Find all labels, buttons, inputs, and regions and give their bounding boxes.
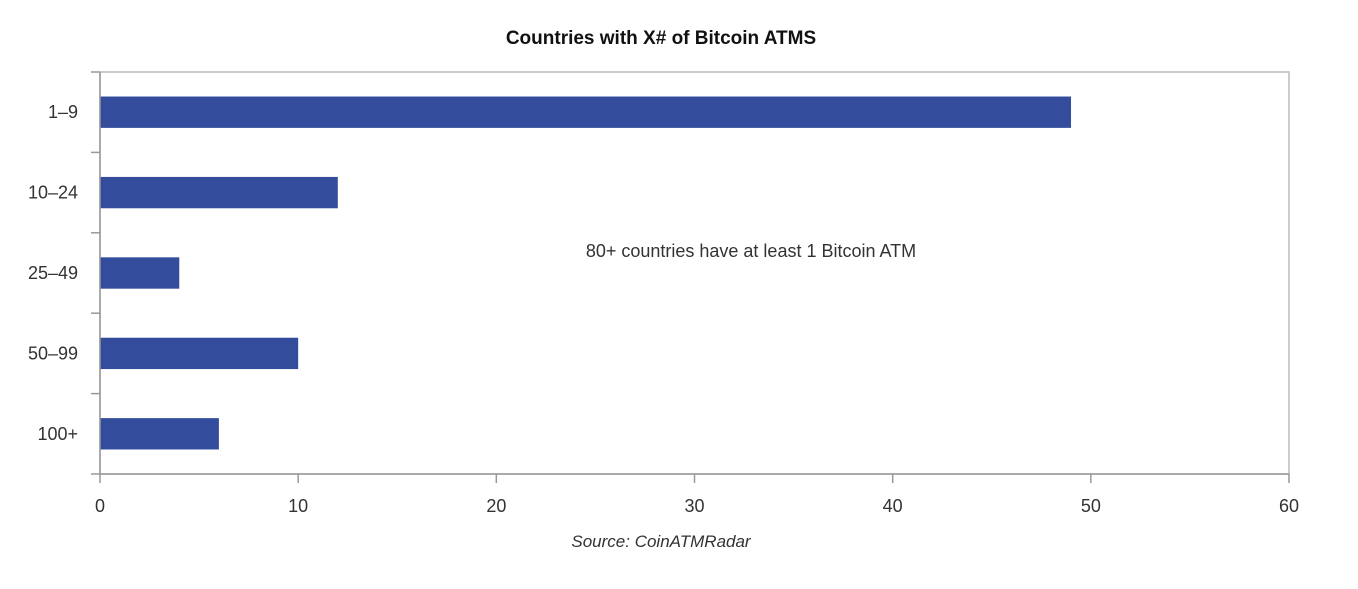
y-tick-label: 1–9: [48, 102, 78, 122]
y-tick-label: 100+: [37, 424, 78, 444]
y-tick-label: 10–24: [28, 183, 78, 203]
x-tick-label: 50: [1081, 496, 1101, 516]
bar-100-: [100, 418, 219, 450]
x-tick-label: 10: [288, 496, 308, 516]
y-axis: 1–9 10–24 25–49 50–99 100+: [28, 71, 101, 475]
source-note: Source: CoinATMRadar: [571, 532, 752, 551]
x-tick-label: 60: [1279, 496, 1299, 516]
x-tick-label: 0: [95, 496, 105, 516]
chart-annotation: 80+ countries have at least 1 Bitcoin AT…: [586, 241, 916, 261]
bars-group: [100, 96, 1072, 450]
bar-25-49: [100, 257, 180, 289]
bar-1-9: [100, 96, 1072, 128]
plot-frame: [99, 71, 1290, 475]
x-axis: 0 10 20 30 40 50 60: [95, 473, 1299, 516]
bar-50-99: [100, 337, 299, 370]
x-tick-label: 40: [883, 496, 903, 516]
chart-title: Countries with X# of Bitcoin ATMS: [506, 28, 816, 49]
bar-10-24: [100, 176, 338, 209]
y-tick-label: 25–49: [28, 263, 78, 283]
x-tick-label: 30: [684, 496, 704, 516]
y-tick-label: 50–99: [28, 343, 78, 363]
x-tick-label: 20: [486, 496, 506, 516]
